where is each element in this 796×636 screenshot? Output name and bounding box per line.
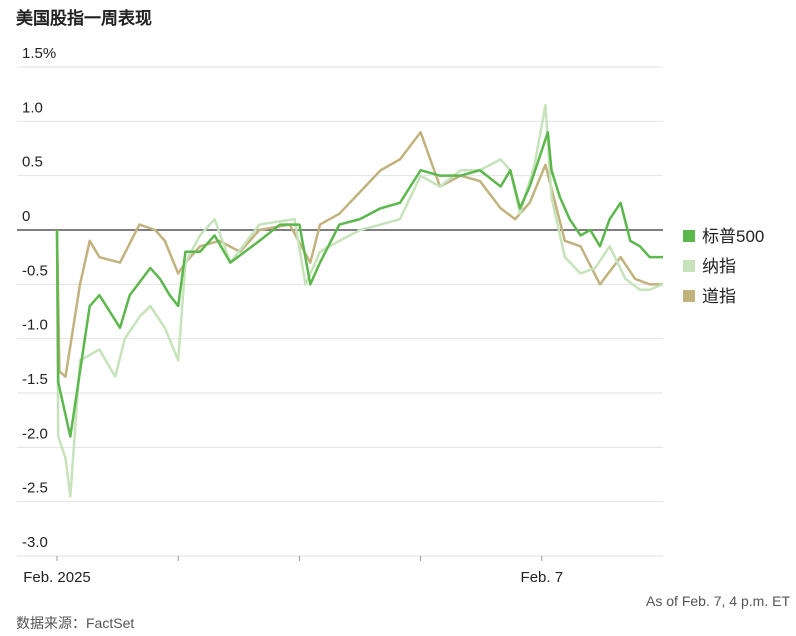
- y-tick-label: -1.5: [22, 371, 48, 388]
- legend-swatch: [683, 290, 695, 302]
- y-tick-label: 1.5%: [22, 45, 56, 62]
- source: 数据来源：FactSet: [16, 615, 134, 631]
- legend-label: 道指: [702, 287, 736, 306]
- note: As of Feb. 7, 4 p.m. ET: [646, 593, 790, 609]
- y-tick-label: -2.0: [22, 425, 48, 442]
- y-tick-label: 1.0: [22, 99, 43, 116]
- legend-label: 纳指: [702, 257, 736, 276]
- chart-title: 美国股指一周表现: [16, 8, 152, 28]
- y-tick-label: -1.0: [22, 317, 48, 334]
- series-line: [55, 103, 664, 498]
- legend-label: 标普500: [702, 227, 764, 246]
- y-tick-label: -0.5: [22, 262, 48, 279]
- y-tick-label: 0.5: [22, 154, 43, 171]
- series-line: [55, 130, 663, 378]
- y-tick-label: -2.5: [22, 480, 48, 497]
- y-tick-label: -3.0: [22, 534, 48, 551]
- x-tick-label: Feb. 7: [521, 569, 564, 586]
- x-tick-label: Feb. 2025: [23, 569, 91, 586]
- legend-swatch: [683, 230, 695, 242]
- y-tick-label: 0: [22, 208, 30, 225]
- series-line: [55, 130, 663, 438]
- legend-swatch: [683, 260, 695, 272]
